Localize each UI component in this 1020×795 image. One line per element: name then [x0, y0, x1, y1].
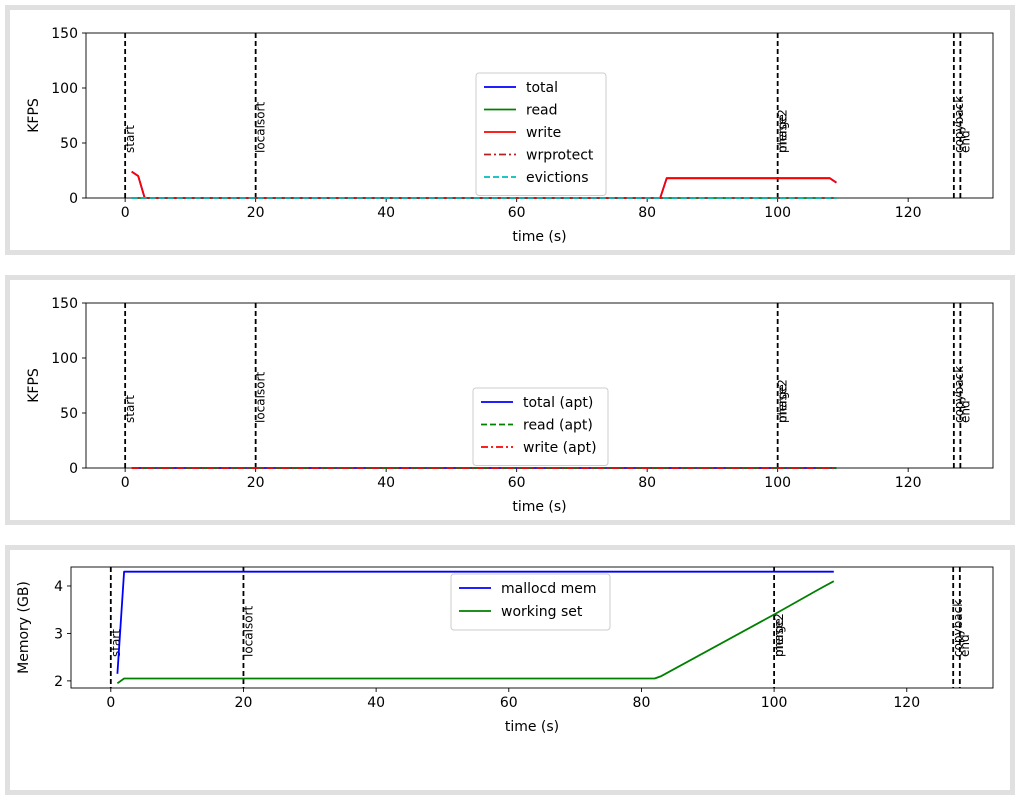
x-tick-label: 80	[638, 205, 656, 221]
x-tick-label: 40	[377, 475, 395, 491]
x-tick-label: 120	[893, 695, 920, 711]
legend-label-working-set: working set	[501, 604, 583, 620]
event-label-end: end	[958, 634, 972, 657]
x-tick-label: 0	[121, 205, 130, 221]
event-label-merge: merge	[772, 618, 786, 657]
x-tick-label: 40	[377, 205, 395, 221]
fault-rate-apt-chart: 0 20 40 60 80 100 120 0 50 100 150 time (s) KFPS star…	[26, 296, 994, 515]
y-tick-label: 3	[54, 626, 63, 642]
y-tick-label: 50	[60, 136, 78, 152]
y-tick-label: 0	[69, 461, 78, 477]
event-label-phase2: phase2	[776, 379, 790, 423]
y-tick-label: 150	[51, 26, 78, 42]
event-label-phase2: phase2	[776, 109, 790, 153]
x-axis-label: time (s)	[512, 229, 566, 245]
x-tick-label: 80	[638, 475, 656, 491]
series-line-working-set	[116, 580, 835, 685]
y-tick-label: 4	[54, 579, 63, 595]
event-label-end: end	[958, 400, 972, 423]
legend-label-evictions: evictions	[526, 170, 589, 186]
series-group	[131, 170, 837, 199]
x-tick-label: 40	[367, 695, 385, 711]
legend: total (apt) read (apt) write (apt)	[472, 387, 609, 466]
x-tick-label: 80	[633, 695, 651, 711]
x-tick-label: 60	[508, 205, 526, 221]
y-axis-label: Memory (GB)	[16, 581, 32, 674]
event-label-end: end	[958, 130, 972, 153]
event-label-copyback: copyback	[952, 366, 966, 423]
series-group	[116, 570, 835, 685]
plot-frame	[70, 566, 994, 689]
y-tick-label: 150	[51, 296, 78, 312]
legend-box	[475, 72, 607, 196]
x-tick-label: 0	[121, 475, 130, 491]
x-tick-label: 20	[235, 695, 253, 711]
x-axis-label: time (s)	[505, 719, 559, 735]
y-tick-label: 2	[54, 674, 63, 690]
legend-label-total-apt: total (apt)	[523, 395, 593, 411]
event-label-copyback: copyback	[951, 600, 965, 657]
x-tick-label: 100	[764, 205, 791, 221]
x-tick-label: 100	[764, 475, 791, 491]
y-tick-label: 0	[69, 191, 78, 207]
legend-label-write: write	[526, 125, 561, 141]
legend-label-read: read	[526, 103, 558, 119]
x-tick-label: 0	[106, 695, 115, 711]
legend-label-write-apt: write (apt)	[523, 440, 597, 456]
fault-rate-chart: 0 20 40 60 80 100 120 0 50 100 150 time (s) KFPS star…	[26, 26, 994, 245]
y-tick-label: 50	[60, 406, 78, 422]
y-axis-label: KFPS	[26, 368, 42, 403]
legend: mallocd mem working set	[450, 573, 611, 631]
x-tick-label: 20	[247, 205, 265, 221]
x-tick-label: 120	[895, 475, 922, 491]
x-tick-label: 60	[508, 475, 526, 491]
legend-label-mallocd-mem: mallocd mem	[501, 581, 596, 597]
chart-panel-memory: 0 20 40 60 80 100 120 2 3 4 time (s) Memory (GB) sta…	[5, 545, 1015, 795]
y-axis-label: KFPS	[26, 98, 42, 133]
event-label-localsort: localsort	[254, 372, 268, 423]
event-label-localsort: localsort	[241, 606, 255, 657]
legend-label-wrprotect: wrprotect	[526, 148, 594, 164]
chart-panel-fault-rates: 0 20 40 60 80 100 120 0 50 100 150 time (s) KFPS star…	[5, 5, 1015, 255]
y-tick-label: 100	[51, 81, 78, 97]
event-label-start: start	[123, 125, 137, 153]
event-label-phase2: phase2	[772, 613, 786, 657]
event-label-merge: merge	[776, 114, 790, 153]
event-label-copyback: copyback	[952, 96, 966, 153]
x-tick-label: 20	[247, 475, 265, 491]
event-label-localsort: localsort	[254, 102, 268, 153]
series-line-mallocd-mem	[116, 570, 834, 674]
x-tick-label: 120	[895, 205, 922, 221]
event-label-merge: merge	[776, 384, 790, 423]
x-tick-label: 60	[500, 695, 518, 711]
legend-label-read-apt: read (apt)	[523, 418, 593, 434]
event-label-start: start	[123, 395, 137, 423]
chart-panel-fault-rates-apt: 0 20 40 60 80 100 120 0 50 100 150 time (s) KFPS star…	[5, 275, 1015, 525]
legend: total read write wrprotect evictions	[475, 72, 607, 196]
legend-label-total: total	[526, 80, 558, 96]
y-tick-label: 100	[51, 351, 78, 367]
x-axis-label: time (s)	[512, 499, 566, 515]
x-tick-label: 100	[761, 695, 788, 711]
